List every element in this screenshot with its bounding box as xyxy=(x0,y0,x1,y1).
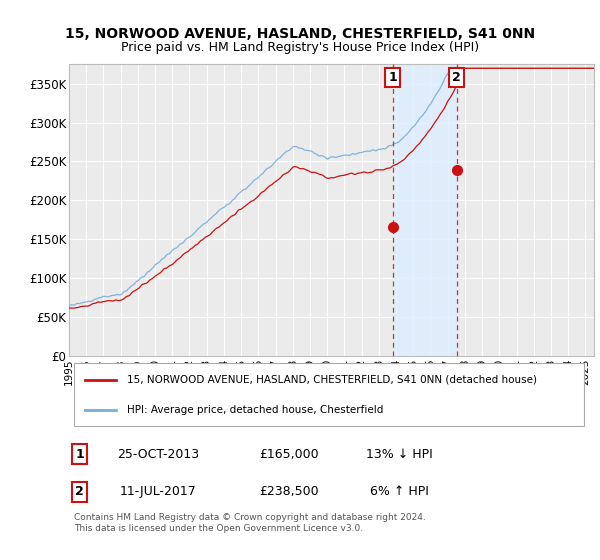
Text: £238,500: £238,500 xyxy=(260,485,319,498)
Text: £165,000: £165,000 xyxy=(260,448,319,461)
Text: 1: 1 xyxy=(389,71,397,84)
Text: 25-OCT-2013: 25-OCT-2013 xyxy=(117,448,199,461)
FancyBboxPatch shape xyxy=(74,363,583,426)
Bar xyxy=(393,64,457,356)
Text: 15, NORWOOD AVENUE, HASLAND, CHESTERFIELD, S41 0NN: 15, NORWOOD AVENUE, HASLAND, CHESTERFIEL… xyxy=(65,27,535,41)
Text: 15, NORWOOD AVENUE, HASLAND, CHESTERFIELD, S41 0NN (detached house): 15, NORWOOD AVENUE, HASLAND, CHESTERFIEL… xyxy=(127,375,537,385)
Text: 2: 2 xyxy=(452,71,461,84)
Text: Price paid vs. HM Land Registry's House Price Index (HPI): Price paid vs. HM Land Registry's House … xyxy=(121,41,479,54)
Text: 6% ↑ HPI: 6% ↑ HPI xyxy=(370,485,429,498)
Text: HPI: Average price, detached house, Chesterfield: HPI: Average price, detached house, Ches… xyxy=(127,405,383,416)
Text: 1: 1 xyxy=(75,448,84,461)
Text: 2: 2 xyxy=(75,485,84,498)
Text: 13% ↓ HPI: 13% ↓ HPI xyxy=(367,448,433,461)
Text: Contains HM Land Registry data © Crown copyright and database right 2024.
This d: Contains HM Land Registry data © Crown c… xyxy=(74,514,426,533)
Text: 11-JUL-2017: 11-JUL-2017 xyxy=(120,485,197,498)
